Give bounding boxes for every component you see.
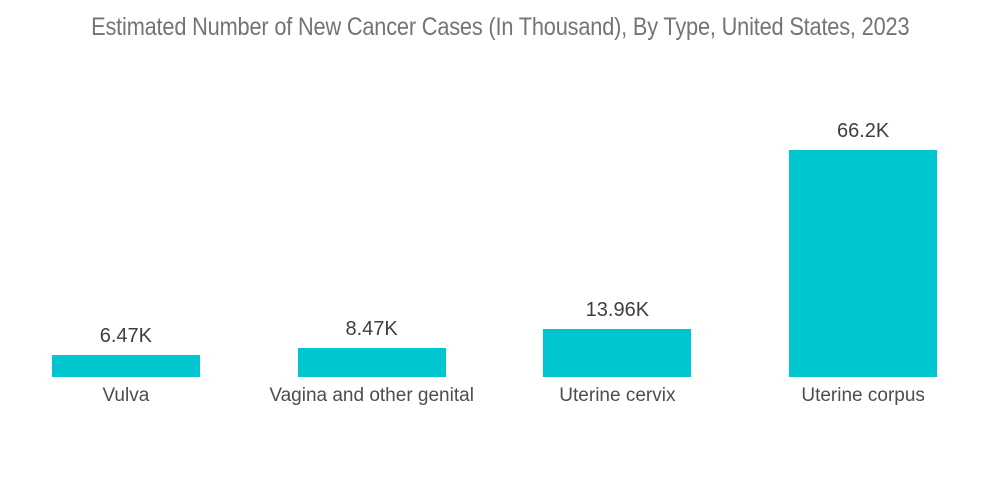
bar-value-label: 6.47K [99,325,152,347]
bar-vulva [51,355,200,377]
bar-group-vagina-and-other-genital: 8.47K Vagina and other genital [249,96,495,406]
bar-uterine-corpus [789,150,938,377]
category-label-vagina-and-other-genital: Vagina and other genital [269,385,474,406]
bar-group-vulva: 6.47K Vulva [3,96,249,406]
chart-title: Estimated Number of New Cancer Cases (In… [90,13,910,41]
bar-chart: 6.47K Vulva 8.47K Vagina and other genit… [3,96,986,406]
category-label-vulva: Vulva [102,385,150,406]
bar-value-label: 66.2K [836,120,890,142]
bar-value-label: 13.96K [585,299,650,321]
category-label-uterine-cervix: Uterine cervix [559,385,676,406]
bar-value-label: 8.47K [345,318,398,340]
bar-group-uterine-cervix: 13.96K Uterine cervix [495,96,741,406]
bar-group-uterine-corpus: 66.2K Uterine corpus [740,96,986,406]
category-label-uterine-corpus: Uterine corpus [801,385,925,406]
chart-title-row: Estimated Number of New Cancer Cases (In… [0,13,1000,42]
bar-vagina-and-other-genital [297,348,446,377]
bar-uterine-cervix [543,329,692,377]
